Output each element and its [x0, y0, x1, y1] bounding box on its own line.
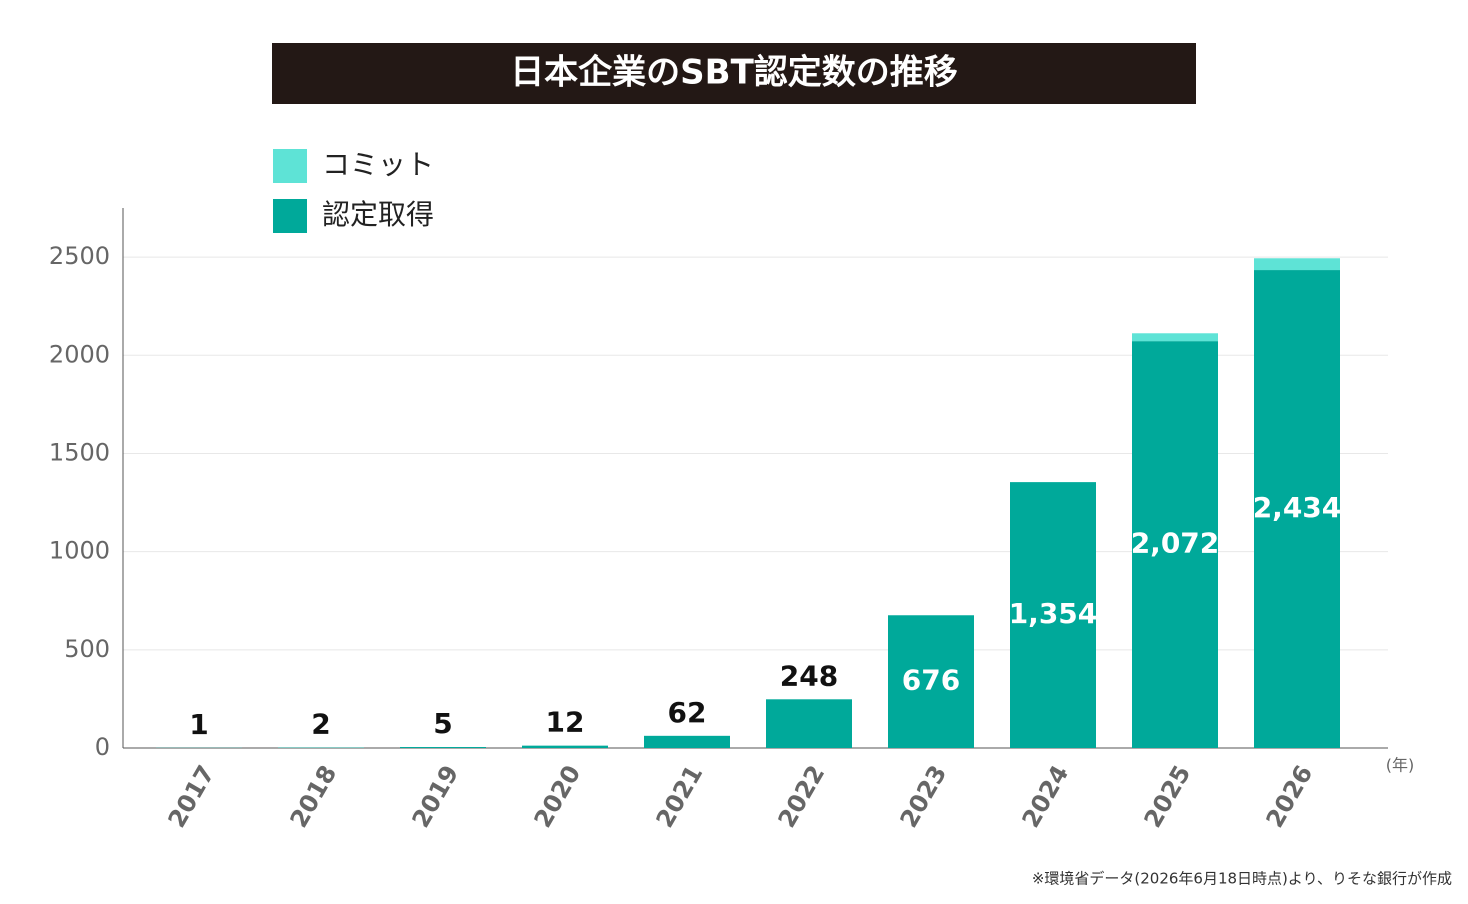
value-label: 2,072: [1131, 527, 1220, 560]
value-label: 62: [668, 696, 707, 729]
x-tick-label: 2022: [773, 761, 831, 833]
value-label: 2,434: [1253, 491, 1342, 524]
x-tick-label: 2023: [895, 761, 953, 833]
y-tick-label: 2500: [49, 242, 110, 270]
y-tick-label: 0: [95, 733, 110, 761]
bar-segment: [522, 746, 608, 748]
legend-swatch: [273, 199, 307, 233]
x-tick-label: 2020: [529, 761, 587, 833]
bar-segment: [766, 699, 852, 748]
bar-segment: [1254, 258, 1340, 270]
legend-swatch: [273, 149, 307, 183]
y-tick-label: 2000: [49, 340, 110, 368]
x-tick-label: 2017: [163, 761, 221, 833]
value-label: 248: [780, 659, 838, 692]
value-label: 1,354: [1009, 597, 1098, 630]
x-tick-label: 2024: [1017, 761, 1075, 833]
x-tick-label: 2021: [651, 761, 709, 833]
bar-segment: [644, 736, 730, 748]
x-tick-label: 2018: [285, 761, 343, 833]
legend-label: コミット: [322, 148, 434, 181]
value-label: 2: [311, 708, 330, 741]
y-tick-label: 1500: [49, 438, 110, 466]
bar-segment: [1132, 333, 1218, 341]
legend-label: 認定取得: [322, 198, 434, 231]
y-tick-label: 500: [64, 635, 110, 663]
chart-title: 日本企業のSBT認定数の推移: [510, 53, 958, 93]
x-tick-label: 2025: [1139, 761, 1197, 833]
bar-segment: [400, 747, 486, 748]
value-label: 676: [902, 664, 960, 697]
x-tick-label: 2019: [407, 761, 465, 833]
value-label: 12: [546, 706, 585, 739]
source-note: ※環境省データ(2026年6月18日時点)より、りそな銀行が作成: [1032, 870, 1452, 888]
y-tick-label: 1000: [49, 537, 110, 565]
x-unit: (年): [1386, 756, 1415, 775]
value-label: 5: [433, 707, 452, 740]
value-label: 1: [189, 708, 208, 741]
x-tick-label: 2026: [1261, 761, 1319, 833]
